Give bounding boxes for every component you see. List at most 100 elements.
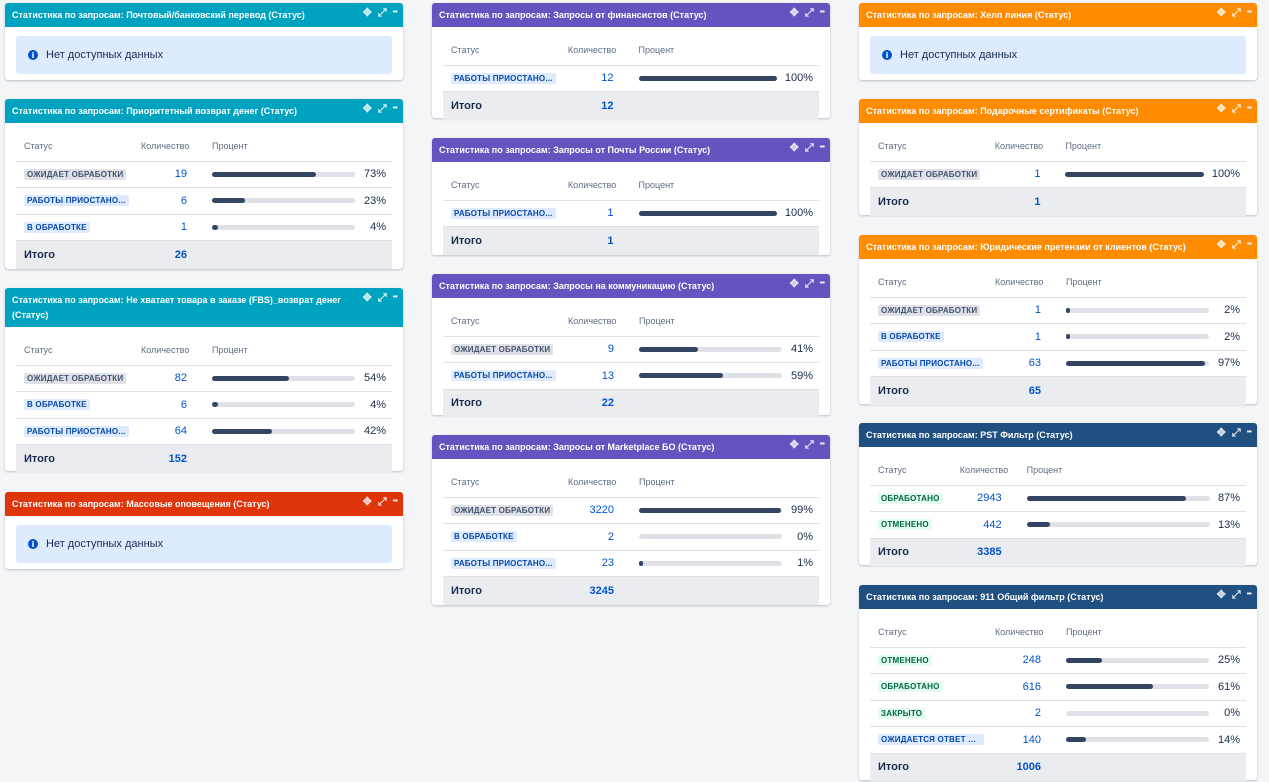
move-icon[interactable]: ✥ [1216,239,1226,251]
status-lozenge[interactable]: ОТМЕНЕНО [878,519,932,531]
expand-icon[interactable]: ⤢ [377,496,387,508]
total-count-link[interactable]: 152 [168,452,187,465]
total-count-link[interactable]: 3245 [589,584,614,597]
total-count-link[interactable]: 12 [601,99,614,112]
more-icon[interactable]: ••• [819,144,825,151]
move-icon[interactable]: ✥ [1216,7,1226,19]
total-count-link[interactable]: 26 [174,248,187,261]
total-count-link[interactable]: 22 [601,397,614,410]
more-icon[interactable]: ••• [1246,9,1252,16]
count-link[interactable]: 19 [174,168,187,181]
status-lozenge[interactable]: ОБРАБОТАНО [878,492,943,504]
total-count-link[interactable]: 1006 [1016,761,1041,774]
status-lozenge[interactable]: ОБРАБОТАНО [878,681,943,693]
status-lozenge[interactable]: ОЖИДАЕТ ОБРАБОТКИ [451,343,554,355]
count-link[interactable]: 1 [1034,330,1041,343]
expand-icon[interactable]: ⤢ [1231,589,1241,601]
total-count-link[interactable]: 1 [607,234,614,247]
more-icon[interactable]: ••• [819,441,825,448]
gadget-header[interactable]: Статистика по запросам: PST Фильтр (Стат… [859,423,1257,447]
gadget-header[interactable]: Статистика по запросам: Хелп линия (Стат… [859,3,1257,27]
more-icon[interactable]: ••• [819,9,825,16]
move-icon[interactable]: ✥ [789,439,799,451]
status-lozenge[interactable]: РАБОТЫ ПРИОСТАНО... [24,195,129,207]
gadget-header[interactable]: Статистика по запросам: Подарочные серти… [859,99,1257,123]
status-lozenge[interactable]: ОЖИДАЕТ ОБРАБОТКИ [451,504,554,516]
count-link[interactable]: 1 [1034,304,1041,317]
count-link[interactable]: 6 [180,398,187,411]
move-icon[interactable]: ✥ [362,103,372,115]
gadget-header[interactable]: Статистика по запросам: Почтовый/банковс… [5,3,403,27]
expand-icon[interactable]: ⤢ [377,103,387,115]
move-icon[interactable]: ✥ [789,7,799,19]
more-icon[interactable]: ••• [392,105,398,112]
expand-icon[interactable]: ⤢ [1231,7,1241,19]
count-link[interactable]: 9 [607,343,614,356]
gadget-header[interactable]: Статистика по запросам: Запросы на комму… [432,274,830,298]
total-count-link[interactable]: 1 [1034,195,1041,208]
count-link[interactable]: 2 [607,530,614,543]
gadget-header[interactable]: Статистика по запросам: Запросы от Почты… [432,138,830,162]
status-lozenge[interactable]: ОЖИДАЕТСЯ ОТВЕТ П... [878,734,984,746]
move-icon[interactable]: ✥ [1216,427,1226,439]
count-link[interactable]: 12 [601,72,614,85]
count-link[interactable]: 442 [983,518,1002,531]
expand-icon[interactable]: ⤢ [377,292,387,304]
status-lozenge[interactable]: В ОБРАБОТКЕ [451,531,517,543]
count-link[interactable]: 140 [1022,733,1041,746]
status-lozenge[interactable]: В ОБРАБОТКЕ [24,399,90,411]
more-icon[interactable]: ••• [1246,241,1252,248]
expand-icon[interactable]: ⤢ [1231,239,1241,251]
status-lozenge[interactable]: РАБОТЫ ПРИОСТАНО... [24,425,129,437]
status-lozenge[interactable]: РАБОТЫ ПРИОСТАНО... [878,357,983,369]
count-link[interactable]: 2943 [977,492,1002,505]
status-lozenge[interactable]: ОЖИДАЕТ ОБРАБОТКИ [878,304,981,316]
count-link[interactable]: 82 [174,372,187,385]
move-icon[interactable]: ✥ [362,496,372,508]
status-lozenge[interactable]: РАБОТЫ ПРИОСТАНО... [451,207,556,219]
gadget-header[interactable]: Статистика по запросам: Массовые оповеще… [5,492,403,516]
count-link[interactable]: 6 [180,194,187,207]
gadget-header[interactable]: Статистика по запросам: 911 Общий фильтр… [859,585,1257,609]
gadget-header[interactable]: Статистика по запросам: Юридические прет… [859,235,1257,259]
gadget-header[interactable]: Статистика по запросам: Запросы от Marke… [432,435,830,459]
status-lozenge[interactable]: ОЖИДАЕТ ОБРАБОТКИ [24,372,127,384]
move-icon[interactable]: ✥ [1216,589,1226,601]
expand-icon[interactable]: ⤢ [377,7,387,19]
more-icon[interactable]: ••• [1246,591,1252,598]
move-icon[interactable]: ✥ [362,292,372,304]
count-link[interactable]: 64 [174,425,187,438]
more-icon[interactable]: ••• [1246,105,1252,112]
status-lozenge[interactable]: ОЖИДАЕТ ОБРАБОТКИ [878,168,981,180]
count-link[interactable]: 63 [1028,357,1041,370]
more-icon[interactable]: ••• [1246,429,1252,436]
more-icon[interactable]: ••• [392,9,398,16]
count-link[interactable]: 23 [601,557,614,570]
status-lozenge[interactable]: ОТМЕНЕНО [878,654,932,666]
more-icon[interactable]: ••• [819,280,825,287]
count-link[interactable]: 1 [607,207,614,220]
more-icon[interactable]: ••• [392,294,398,301]
gadget-header[interactable]: Статистика по запросам: Не хватает товар… [5,288,403,327]
status-lozenge[interactable]: РАБОТЫ ПРИОСТАНО... [451,557,556,569]
status-lozenge[interactable]: ОЖИДАЕТ ОБРАБОТКИ [24,168,127,180]
count-link[interactable]: 1 [1034,168,1041,181]
gadget-header[interactable]: Статистика по запросам: Запросы от финан… [432,3,830,27]
gadget-header[interactable]: Статистика по запросам: Приоритетный воз… [5,99,403,123]
expand-icon[interactable]: ⤢ [804,7,814,19]
status-lozenge[interactable]: ЗАКРЫТО [878,707,926,719]
expand-icon[interactable]: ⤢ [804,142,814,154]
status-lozenge[interactable]: РАБОТЫ ПРИОСТАНО... [451,72,556,84]
more-icon[interactable]: ••• [392,498,398,505]
move-icon[interactable]: ✥ [789,278,799,290]
count-link[interactable]: 13 [601,369,614,382]
status-lozenge[interactable]: РАБОТЫ ПРИОСТАНО... [451,370,556,382]
move-icon[interactable]: ✥ [362,7,372,19]
move-icon[interactable]: ✥ [1216,103,1226,115]
status-lozenge[interactable]: В ОБРАБОТКЕ [878,331,944,343]
count-link[interactable]: 3220 [589,504,614,517]
total-count-link[interactable]: 65 [1028,384,1041,397]
count-link[interactable]: 1 [180,221,187,234]
expand-icon[interactable]: ⤢ [1231,103,1241,115]
total-count-link[interactable]: 3385 [977,546,1002,559]
